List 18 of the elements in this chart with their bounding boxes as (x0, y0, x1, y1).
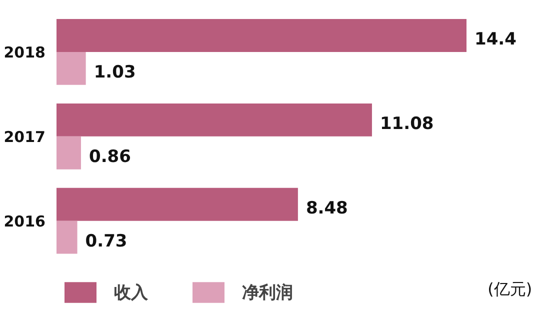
text: (亿元) (488, 280, 532, 299)
y-tick-label: 2017 (4, 128, 46, 146)
bar (56, 188, 298, 221)
legend-label: 净利润 (242, 282, 293, 304)
legend-label: 收入 (114, 282, 148, 304)
y-tick-label: 2016 (4, 212, 46, 230)
bar (56, 103, 372, 136)
data-label: 14.4 (474, 29, 517, 50)
data-label: 1.03 (94, 62, 136, 82)
bar (56, 19, 466, 52)
bar (56, 220, 78, 254)
data-label: 0.73 (85, 231, 128, 252)
y-tick-label: 2018 (4, 43, 46, 62)
bar (56, 136, 81, 170)
bar (56, 52, 86, 85)
data-label: 11.08 (380, 114, 434, 134)
data-label: 8.48 (306, 198, 348, 218)
data-label: 0.86 (88, 146, 131, 167)
